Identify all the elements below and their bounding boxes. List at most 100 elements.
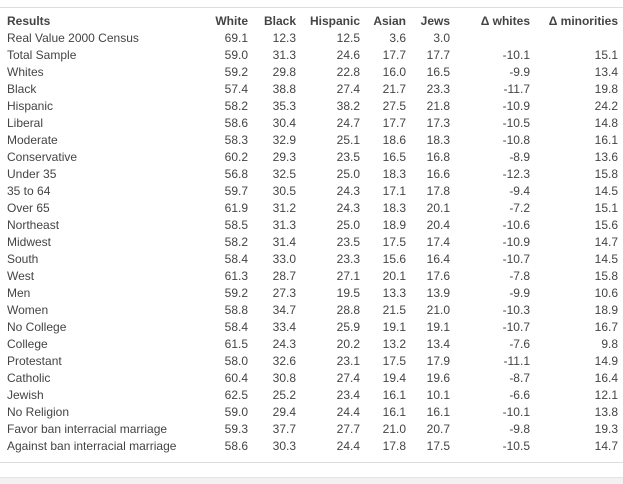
table-row: Northeast 58.5 31.3 25.0 18.9 20.4 -10.6 15.6 bbox=[0, 217, 618, 234]
hispanic-value: 24.3 bbox=[336, 184, 360, 198]
delta-whites-value: -11.7 bbox=[503, 82, 530, 96]
table-row: Conservative 60.2 29.3 23.5 16.5 16.8 -8.9 13.6 bbox=[0, 149, 618, 166]
black-value: 24.3 bbox=[272, 337, 296, 351]
hispanic-value: 23.5 bbox=[336, 150, 360, 164]
jews-value: 19.6 bbox=[426, 371, 450, 385]
delta-minorities-value: 14.9 bbox=[594, 354, 618, 368]
asian-value: 15.6 bbox=[382, 252, 406, 266]
jews-value: 17.3 bbox=[426, 116, 450, 130]
delta-whites-value: -10.9 bbox=[502, 235, 530, 249]
black-value: 30.4 bbox=[272, 116, 296, 130]
hispanic-value: 24.4 bbox=[336, 405, 360, 419]
table-row: 35 to 64 59.7 30.5 24.3 17.1 17.8 -9.4 14.5 bbox=[0, 183, 618, 200]
jews-value: 16.5 bbox=[426, 65, 450, 79]
row-label: South bbox=[7, 252, 39, 266]
horizontal-scrollbar[interactable] bbox=[0, 477, 623, 484]
jews-value: 16.4 bbox=[426, 252, 450, 266]
delta-minorities-value: 19.8 bbox=[594, 82, 618, 96]
asian-value: 16.5 bbox=[382, 150, 406, 164]
black-value: 33.0 bbox=[272, 252, 296, 266]
delta-minorities-value: 12.1 bbox=[594, 388, 618, 402]
delta-minorities-value: 13.4 bbox=[594, 65, 618, 79]
delta-whites-value: -9.9 bbox=[509, 286, 530, 300]
delta-minorities-value: 14.5 bbox=[594, 252, 618, 266]
hispanic-value: 27.4 bbox=[336, 82, 360, 96]
row-label: Over 65 bbox=[7, 201, 50, 215]
delta-minorities-value: 16.7 bbox=[594, 320, 618, 334]
row-label: Conservative bbox=[7, 150, 78, 164]
jews-value: 17.5 bbox=[426, 439, 450, 453]
delta-minorities-value: 9.8 bbox=[601, 337, 618, 351]
delta-minorities-value: 19.3 bbox=[594, 422, 618, 436]
delta-minorities-value: 15.6 bbox=[594, 218, 618, 232]
header-delta-whites: Δ whites bbox=[480, 14, 530, 28]
white-value: 58.8 bbox=[224, 303, 248, 317]
black-value: 33.4 bbox=[272, 320, 296, 334]
black-value: 31.3 bbox=[272, 48, 296, 62]
black-value: 38.8 bbox=[272, 82, 296, 96]
table-row: Favor ban interracial marriage 59.3 37.7 27… bbox=[0, 421, 618, 438]
row-label: Men bbox=[7, 286, 31, 300]
row-label: Women bbox=[7, 303, 49, 317]
black-value: 25.2 bbox=[272, 388, 296, 402]
white-value: 60.4 bbox=[224, 371, 248, 385]
row-label: Midwest bbox=[7, 235, 52, 249]
table-row: No Religion 59.0 29.4 24.4 16.1 16.1 -10.1 13.8 bbox=[0, 404, 618, 421]
asian-value: 27.5 bbox=[382, 99, 406, 113]
asian-value: 18.3 bbox=[382, 167, 406, 181]
table-row: Liberal 58.6 30.4 24.7 17.7 17.3 -10.5 14.8 bbox=[0, 115, 618, 132]
delta-whites-value: -10.3 bbox=[502, 303, 530, 317]
hispanic-value: 19.5 bbox=[336, 286, 360, 300]
header-asian: Asian bbox=[373, 14, 406, 28]
table-row: College 61.5 24.3 20.2 13.2 13.4 -7.6 9.8 bbox=[0, 336, 618, 353]
hispanic-value: 24.4 bbox=[336, 439, 360, 453]
asian-value: 18.9 bbox=[382, 218, 406, 232]
asian-value: 19.4 bbox=[382, 371, 406, 385]
delta-minorities-value: 15.1 bbox=[594, 201, 618, 215]
asian-value: 17.8 bbox=[382, 439, 406, 453]
black-value: 29.4 bbox=[272, 405, 296, 419]
table-row: Whites 59.2 29.8 22.8 16.0 16.5 -9.9 13.4 bbox=[0, 64, 618, 81]
asian-value: 13.2 bbox=[382, 337, 406, 351]
delta-minorities-value: 13.6 bbox=[594, 150, 618, 164]
asian-value: 17.5 bbox=[382, 235, 406, 249]
delta-whites-value: -7.8 bbox=[509, 269, 530, 283]
table-row: Moderate 58.3 32.9 25.1 18.6 18.3 -10.8 16.1 bbox=[0, 132, 618, 149]
white-value: 59.2 bbox=[224, 286, 248, 300]
asian-value: 3.6 bbox=[389, 31, 406, 45]
asian-value: 21.7 bbox=[382, 82, 406, 96]
table-row: Black 57.4 38.8 27.4 21.7 23.3 -11.7 19.8 bbox=[0, 81, 618, 98]
asian-value: 17.7 bbox=[382, 116, 406, 130]
jews-value: 16.6 bbox=[426, 167, 450, 181]
delta-whites-value: -8.7 bbox=[509, 371, 530, 385]
hispanic-value: 22.8 bbox=[336, 65, 360, 79]
delta-whites-value bbox=[450, 30, 530, 47]
row-label: Hispanic bbox=[7, 99, 54, 113]
jews-value: 10.1 bbox=[426, 388, 450, 402]
black-value: 35.3 bbox=[272, 99, 296, 113]
delta-whites-value: -10.7 bbox=[502, 320, 530, 334]
header-black: Black bbox=[263, 14, 296, 28]
black-value: 32.6 bbox=[272, 354, 296, 368]
hispanic-value: 25.0 bbox=[336, 167, 360, 181]
white-value: 60.2 bbox=[224, 150, 248, 164]
table-row: Real Value 2000 Census 69.1 12.3 12.5 3.6 3.0 bbox=[0, 30, 618, 47]
row-label: West bbox=[7, 269, 35, 283]
header-jews: Jews bbox=[420, 14, 450, 28]
delta-minorities-value: 14.7 bbox=[594, 439, 618, 453]
white-value: 58.4 bbox=[224, 252, 248, 266]
row-label: Jewish bbox=[7, 388, 44, 402]
table-header-row: Results White Black Hispanic Asian Jews … bbox=[0, 13, 618, 30]
row-label: Real Value 2000 Census bbox=[7, 31, 139, 45]
row-label: Black bbox=[7, 82, 37, 96]
black-value: 29.3 bbox=[272, 150, 296, 164]
black-value: 30.5 bbox=[272, 184, 296, 198]
hispanic-value: 24.6 bbox=[336, 48, 360, 62]
row-label: No College bbox=[7, 320, 67, 334]
row-label: Catholic bbox=[7, 371, 51, 385]
row-label: No Religion bbox=[7, 405, 70, 419]
delta-whites-value: -10.5 bbox=[502, 439, 530, 453]
delta-whites-value: -10.7 bbox=[502, 252, 530, 266]
delta-minorities-value: 15.8 bbox=[594, 269, 618, 283]
delta-whites-value: -12.3 bbox=[502, 167, 530, 181]
